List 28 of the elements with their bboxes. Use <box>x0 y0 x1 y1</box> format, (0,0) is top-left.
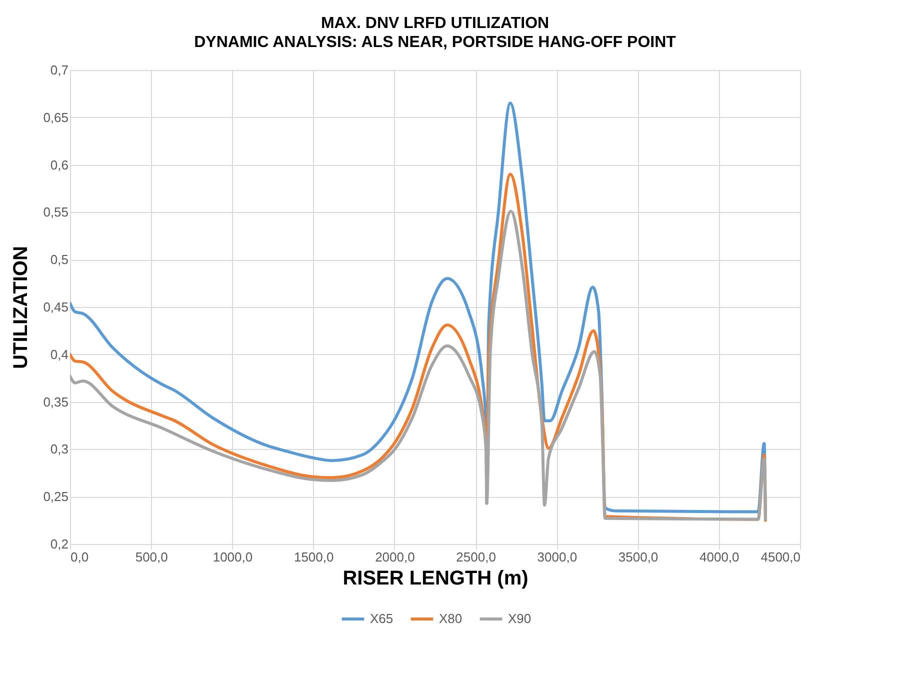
y-tick-label: 0,45 <box>43 300 68 314</box>
x-tick-label: 4500,0 <box>760 550 800 564</box>
legend-label: X80 <box>439 611 462 626</box>
y-tick-label: 0,25 <box>43 489 68 504</box>
x-axis-title: RISER LENGTH (m) <box>342 568 528 590</box>
y-tick-label: 0,65 <box>43 110 68 125</box>
y-tick-label: 0,35 <box>43 394 68 410</box>
x-tick-label: 3000,0 <box>537 550 578 564</box>
y-tick-label: 0,3 <box>50 442 68 457</box>
x-tick-label: 3500,0 <box>618 550 658 564</box>
x-tick-label: 2000,0 <box>375 550 415 564</box>
x-tick-label: 0,0 <box>70 550 89 564</box>
legend-label: X65 <box>370 611 394 626</box>
x-tick-label: 2500,0 <box>456 550 496 564</box>
y-tick-label: 0,2 <box>50 536 68 552</box>
x-tick-label: 1000,0 <box>212 550 253 564</box>
y-tick-label: 0,6 <box>50 157 68 172</box>
x-tick-label: 4000,0 <box>700 550 740 564</box>
x-tick-label: 500,0 <box>135 550 168 564</box>
y-tick-label: 0,5 <box>50 252 68 268</box>
y-tick-label: 0,4 <box>50 346 68 362</box>
x-tick-label: 1500,0 <box>294 550 334 564</box>
y-tick-label: 0,7 <box>50 62 68 78</box>
y-axis-title: UTILIZATION <box>10 246 32 369</box>
chart-title: MAX. DNV LRFD UTILIZATION <box>320 15 550 32</box>
legend-label: X90 <box>508 611 532 626</box>
chart-subtitle: DYNAMIC ANALYSIS: ALS NEAR, PORTSIDE HANG-OFF POINT <box>194 34 676 51</box>
y-tick-label: 0,55 <box>43 204 68 220</box>
